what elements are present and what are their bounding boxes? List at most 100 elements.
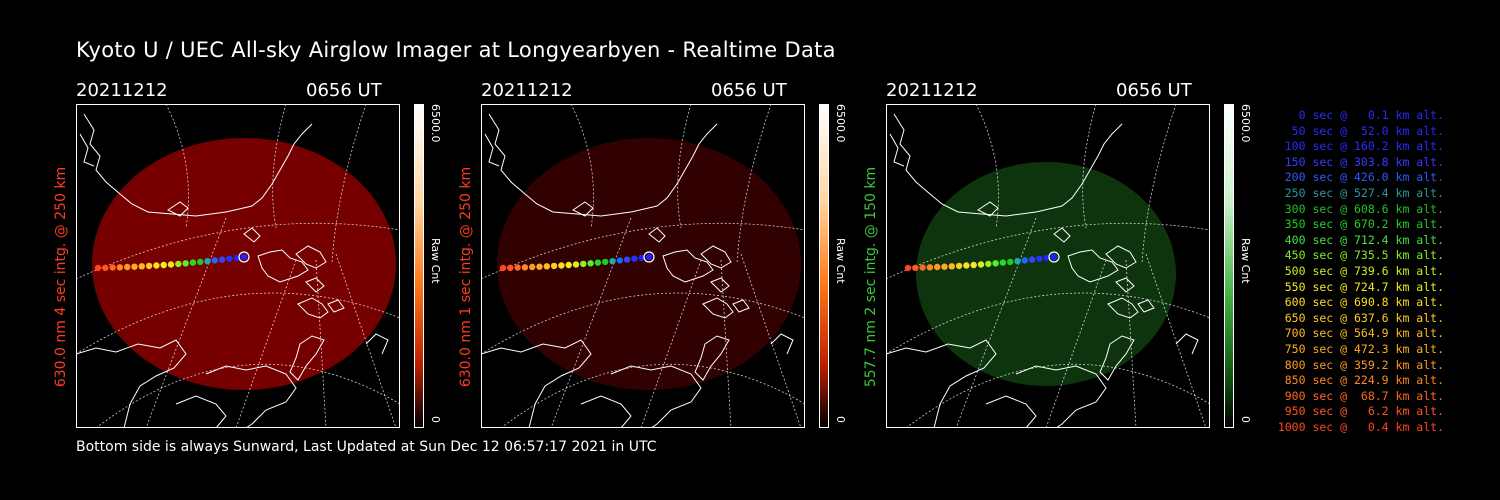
trajectory-point: [1021, 257, 1028, 264]
coastline: [886, 339, 997, 428]
lat-lon-grid-line: [570, 104, 594, 229]
trajectory-point: [529, 263, 536, 271]
lat-lon-grid-line: [720, 259, 732, 428]
trajectory-point: [1028, 256, 1036, 263]
trajectory-point: [240, 253, 248, 261]
coastline: [1067, 249, 1119, 283]
panel-ylabel-wrap: 557.7 nm 2 sec intg. @ 150 km: [860, 106, 882, 448]
coastline: [700, 245, 732, 269]
lat-lon-grid-line: [315, 259, 327, 428]
altitude-legend: 0 sec @ 0.1 km alt. 50 sec @ 52.0 km alt…: [1262, 108, 1444, 435]
legend-row: 1000 sec @ 0.4 km alt.: [1277, 419, 1444, 434]
coastline: [83, 113, 313, 217]
legend-row: 0 sec @ 0.1 km alt.: [1298, 108, 1444, 122]
coastline: [1105, 245, 1137, 269]
trajectory-point: [602, 258, 609, 266]
coastline: [710, 277, 730, 293]
coastline: [1015, 365, 1107, 428]
trajectory-point: [992, 260, 999, 267]
imager-panel-3: 20211212 0656 UT 557.7 nm 2 sec intg. @ …: [863, 80, 1306, 432]
coastline: [481, 339, 592, 428]
coastline: [648, 227, 666, 243]
colorbar-labels: 6500.0 Raw Cnt 0: [428, 104, 442, 428]
lat-lon-grid-line: [335, 253, 397, 428]
trajectory-point: [985, 260, 992, 268]
coastline: [1175, 333, 1199, 355]
station-marker: [1048, 251, 1060, 263]
lat-lon-grid-line: [1141, 104, 1177, 265]
trajectory-point: [543, 263, 550, 270]
trajectory-point: [948, 263, 955, 270]
trajectory-point: [131, 263, 138, 270]
trajectory-point: [233, 254, 240, 262]
trajectory-point: [167, 261, 175, 268]
lat-lon-grid-line: [550, 217, 632, 428]
trajectory-point: [609, 258, 616, 265]
trajectory-point: [631, 255, 638, 262]
trajectory-point: [550, 262, 558, 270]
legend-row: 650 sec @ 637.6 km alt.: [1284, 310, 1444, 325]
lat-lon-grid-line: [736, 104, 772, 265]
coastline: [289, 335, 325, 381]
trajectory-point: [565, 261, 572, 269]
legend-row: 850 sec @ 224.9 km alt.: [1284, 373, 1444, 388]
lat-lon-grid-line: [331, 104, 367, 265]
page-title: Kyoto U / UEC All-sky Airglow Imager at …: [76, 38, 836, 62]
trajectory-point: [616, 257, 623, 264]
lat-lon-grid-line: [1125, 259, 1137, 428]
trajectory-point: [182, 260, 189, 267]
trajectory-point: [218, 256, 226, 263]
coastline: [985, 395, 1037, 428]
lat-lon-grid-line: [165, 104, 189, 229]
coastline: [484, 133, 500, 167]
allsky-image: [886, 104, 1210, 428]
trajectory-point: [211, 257, 218, 264]
colorbar-labels: 6500.0 Raw Cnt 0: [833, 104, 847, 428]
trajectory-point: [507, 264, 514, 271]
trajectory-point: [1014, 258, 1021, 265]
coastline: [662, 249, 714, 283]
colorbar: [819, 104, 829, 428]
panel-wavelength-label: 630.0 nm 4 sec intg. @ 250 km: [53, 166, 69, 388]
trajectory-point: [138, 263, 145, 270]
trajectory-point: [175, 260, 182, 268]
trajectory-point: [124, 263, 131, 271]
panel-date: 20211212: [481, 80, 573, 101]
coastline: [610, 365, 702, 428]
coastline: [1115, 277, 1135, 293]
coastline: [893, 113, 1123, 217]
panel-date: 20211212: [886, 80, 978, 101]
legend-row: 300 sec @ 608.6 km alt.: [1284, 201, 1444, 216]
lat-lon-grid-line: [76, 292, 400, 355]
colorbar-unit-label: Raw Cnt: [1239, 238, 1252, 284]
trajectory-point: [955, 262, 963, 270]
trajectory-point: [189, 259, 197, 266]
panel-date: 20211212: [76, 80, 168, 101]
legend-row: 250 sec @ 527.4 km alt.: [1284, 185, 1444, 200]
coastline: [580, 395, 632, 428]
coastline: [770, 333, 794, 355]
lat-lon-grid-line: [640, 259, 702, 428]
coastline: [327, 299, 345, 313]
coastline: [76, 339, 187, 428]
lat-lon-grid-line: [481, 222, 805, 280]
colorbar-max-label: 6500.0: [429, 104, 442, 143]
station-marker: [238, 251, 250, 263]
trajectory-point: [919, 264, 926, 271]
colorbar-max-label: 6500.0: [834, 104, 847, 143]
trajectory-point: [904, 264, 912, 272]
legend-row: 400 sec @ 712.4 km alt.: [1284, 232, 1444, 247]
trajectory-point: [999, 259, 1007, 266]
coastline: [1107, 297, 1139, 319]
lat-lon-grid-line: [272, 104, 287, 229]
legend-row: 800 sec @ 359.2 km alt.: [1284, 357, 1444, 372]
airglow-emission: [916, 162, 1176, 386]
trajectory-point: [645, 253, 653, 261]
panel-time: 0656 UT: [306, 80, 382, 101]
colorbar-unit-label: Raw Cnt: [429, 238, 442, 284]
coastline: [295, 245, 327, 269]
lat-lon-grid-line: [1145, 253, 1207, 428]
trajectory-point: [1007, 258, 1014, 266]
trajectory-point: [153, 262, 160, 269]
lat-lon-grid-line: [235, 259, 297, 428]
